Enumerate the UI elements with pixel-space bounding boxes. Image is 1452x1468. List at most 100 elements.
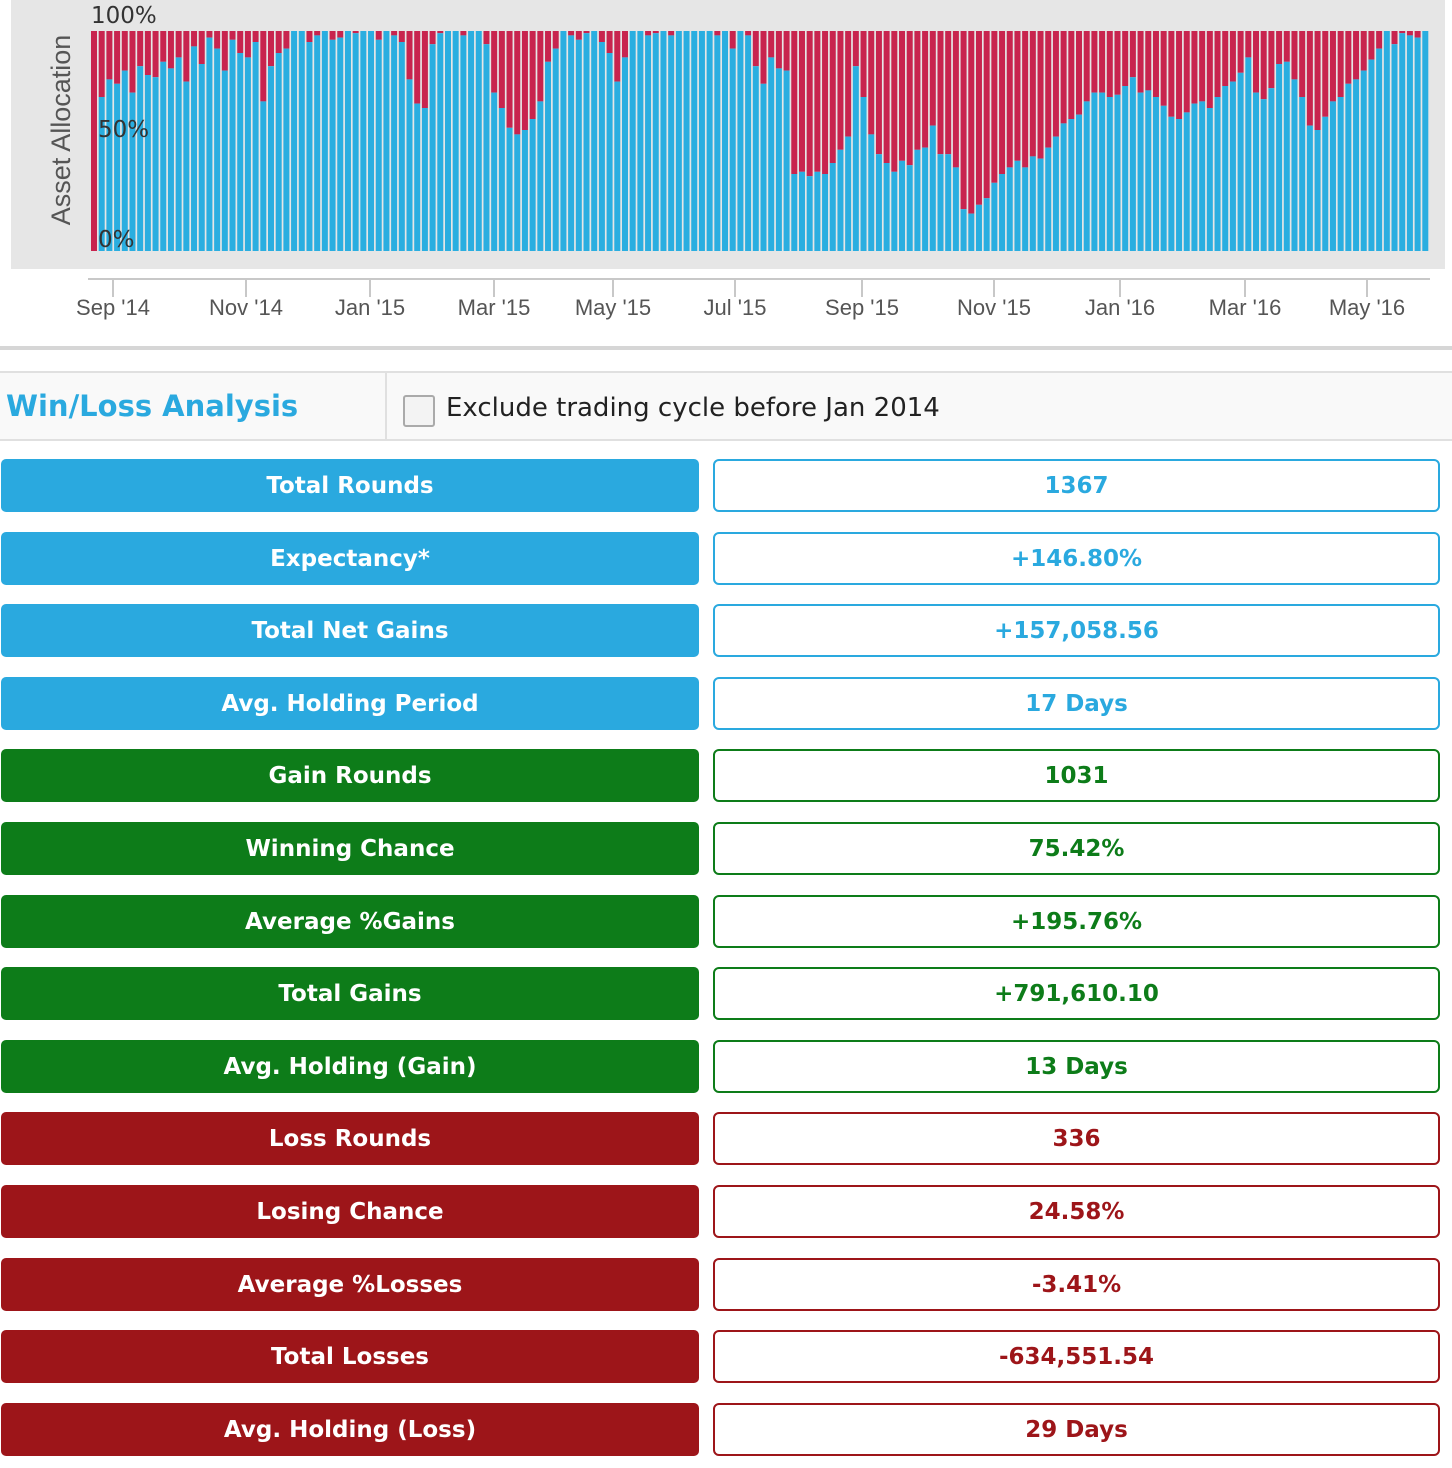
x-tick-label: Nov '15 — [957, 295, 1031, 320]
allocation-bar-lower — [198, 64, 205, 251]
y-tick-label: 0% — [98, 227, 135, 253]
allocation-bar-lower — [121, 70, 128, 251]
allocation-bar-lower — [860, 97, 867, 251]
allocation-bar-lower — [375, 39, 382, 251]
allocation-bar-lower — [1337, 97, 1344, 251]
allocation-bar-upper — [314, 31, 321, 36]
allocation-bar-lower — [1191, 103, 1198, 251]
allocation-bar-upper — [929, 31, 936, 126]
allocation-bar-lower — [506, 127, 513, 251]
allocation-bar-lower — [752, 66, 759, 251]
allocation-bar-lower — [960, 209, 967, 251]
x-tick-label: Sep '14 — [76, 295, 150, 320]
allocation-bar-upper — [798, 31, 805, 172]
allocation-bar-upper — [906, 31, 913, 166]
allocation-bar-upper — [1106, 31, 1113, 97]
stat-label: Average %Losses — [1, 1258, 699, 1311]
allocation-bar-lower — [806, 176, 813, 251]
allocation-bar-lower — [660, 31, 667, 251]
allocation-bar-lower — [652, 33, 659, 252]
allocation-bar-upper — [414, 31, 421, 104]
x-tick-label: Sep '15 — [825, 295, 899, 320]
allocation-bar-lower — [1014, 160, 1021, 251]
stat-value: 13 Days — [713, 1040, 1440, 1093]
stat-row: Gain Rounds 1031 — [0, 749, 1452, 802]
allocation-bar-lower — [1268, 88, 1275, 251]
allocation-bar-lower — [637, 31, 644, 251]
allocation-bar-upper — [668, 31, 675, 36]
allocation-bar-lower — [891, 171, 898, 251]
allocation-bar-upper — [791, 31, 798, 174]
x-tick-label: Mar '16 — [1209, 295, 1282, 320]
allocation-bar-lower — [1422, 31, 1429, 251]
allocation-bar-lower — [167, 68, 174, 252]
allocation-bar-upper — [175, 31, 182, 58]
stat-value: 1367 — [713, 459, 1440, 512]
allocation-bar-lower — [1283, 61, 1290, 251]
stat-row: Avg. Holding Period 17 Days — [0, 677, 1452, 730]
exclude-cycle-label[interactable]: Exclude trading cycle before Jan 2014 — [446, 393, 940, 423]
allocation-bar-lower — [598, 42, 605, 251]
allocation-bar-upper — [1391, 31, 1398, 45]
allocation-bar-upper — [167, 31, 174, 69]
allocation-bar-lower — [229, 39, 236, 251]
allocation-bar-lower — [1206, 108, 1213, 251]
allocation-bar-lower — [98, 97, 105, 251]
allocation-bar-upper — [160, 31, 167, 62]
allocation-bar-lower — [337, 37, 344, 251]
allocation-bar-upper — [852, 31, 859, 67]
allocation-bar-upper — [1045, 31, 1052, 148]
allocation-bar-upper — [891, 31, 898, 172]
allocation-bar-lower — [529, 119, 536, 251]
allocation-bar-lower — [414, 103, 421, 251]
allocation-bar-upper — [945, 31, 952, 155]
stat-value: 75.42% — [713, 822, 1440, 875]
allocation-bar-upper — [999, 31, 1006, 174]
allocation-bar-lower — [914, 149, 921, 251]
allocation-bar-lower — [875, 154, 882, 251]
allocation-bar-lower — [1022, 167, 1029, 251]
allocation-bar-upper — [229, 31, 236, 40]
allocation-bar-upper — [545, 31, 552, 62]
allocation-bar-upper — [337, 31, 344, 38]
allocation-bar-upper — [460, 31, 467, 36]
allocation-bar-upper — [283, 31, 290, 49]
allocation-bar-upper — [1037, 31, 1044, 159]
allocation-bar-upper — [275, 31, 282, 53]
allocation-bar-lower — [722, 31, 729, 251]
allocation-bar-upper — [183, 31, 190, 82]
allocation-bar-lower — [1006, 167, 1013, 251]
stat-label: Total Net Gains — [1, 604, 699, 657]
exclude-cycle-checkbox[interactable] — [403, 395, 435, 427]
allocation-bar-upper — [437, 31, 444, 34]
allocation-bar-upper — [352, 31, 359, 34]
allocation-bar-lower — [621, 57, 628, 252]
allocation-bar-lower — [668, 35, 675, 252]
allocation-bar-upper — [114, 31, 121, 84]
allocation-bar-upper — [914, 31, 921, 150]
allocation-bar-upper — [1137, 31, 1144, 93]
allocation-bar-lower — [498, 108, 505, 251]
allocation-bar-lower — [937, 154, 944, 251]
allocation-bar-lower — [344, 31, 351, 251]
allocation-bar-lower — [837, 149, 844, 251]
allocation-bar-upper — [1022, 31, 1029, 168]
allocation-bar-lower — [1183, 112, 1190, 252]
allocation-bar-upper — [1068, 31, 1075, 119]
allocation-bar-upper — [483, 31, 490, 45]
allocation-bar-lower — [929, 125, 936, 251]
allocation-bar-upper — [1329, 31, 1336, 102]
allocation-bar-lower — [868, 134, 875, 251]
stat-value: -634,551.54 — [713, 1330, 1440, 1383]
allocation-bar-lower — [629, 31, 636, 251]
allocation-bar-lower — [437, 33, 444, 252]
allocation-bar-upper — [1337, 31, 1344, 97]
allocation-bar-lower — [175, 57, 182, 252]
allocation-bar-upper — [775, 31, 782, 69]
allocation-bar-upper — [1360, 31, 1367, 71]
allocation-bar-lower — [352, 33, 359, 252]
allocation-bar-upper — [1206, 31, 1213, 108]
allocation-bar-upper — [137, 31, 144, 67]
allocation-bar-lower — [468, 31, 475, 251]
allocation-bar-lower — [606, 53, 613, 251]
